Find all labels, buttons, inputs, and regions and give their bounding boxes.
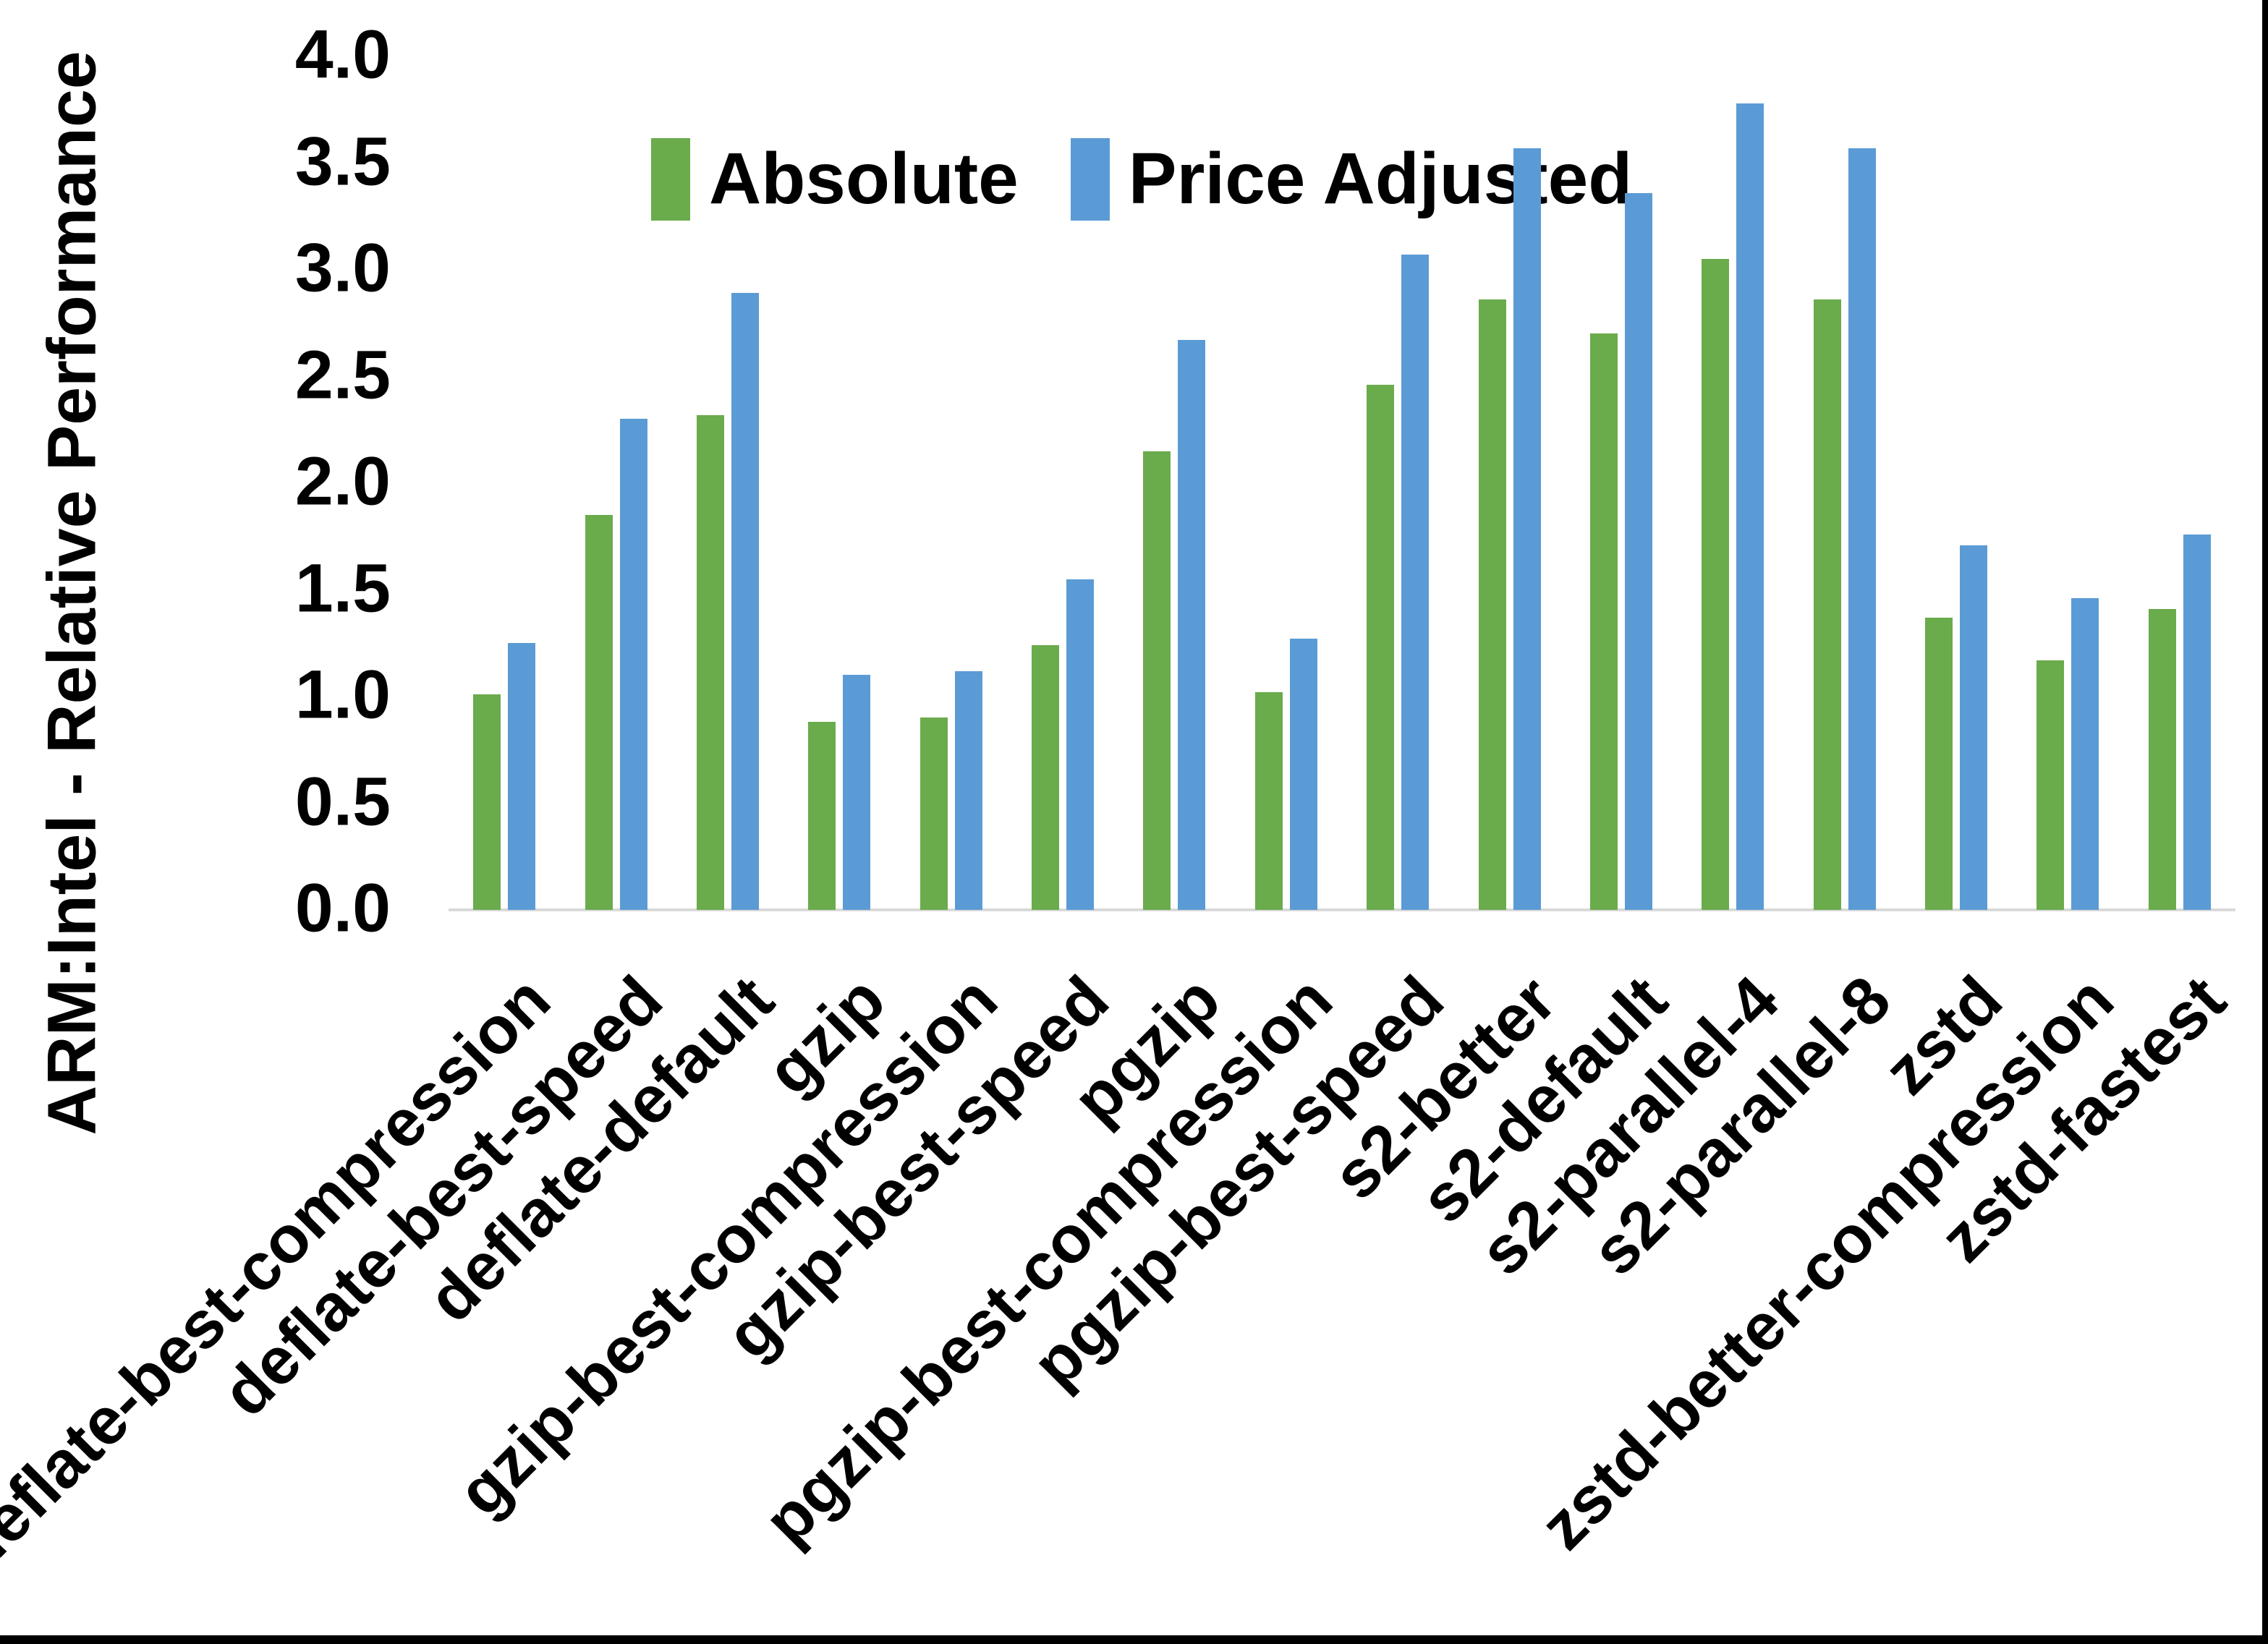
bar-group-pgzip xyxy=(1118,56,1230,910)
bar-price-adjusted-s2-default xyxy=(1624,193,1652,910)
y-tick-label-1.0: 1.0 xyxy=(294,656,391,733)
y-tick-label-0.5: 0.5 xyxy=(294,762,391,840)
bar-absolute-s2-default xyxy=(1589,333,1618,910)
bar-absolute-gzip-best-speed xyxy=(1032,645,1060,910)
bar-absolute-gzip-best-compression xyxy=(919,717,948,910)
bar-absolute-deflate-default xyxy=(696,415,724,910)
bar-group-zstd xyxy=(1900,56,2012,910)
bar-price-adjusted-s2-parallel-4 xyxy=(1736,103,1764,910)
bar-group-pgzip-best-speed xyxy=(1342,56,1453,910)
bar-group-s2-better xyxy=(1453,56,1565,910)
bar-absolute-zstd-better-compression xyxy=(2036,660,2065,910)
bar-group-pgzip-best-compression xyxy=(1231,56,1342,910)
bar-group-s2-default xyxy=(1566,56,1677,910)
bar-price-adjusted-pgzip-best-compression xyxy=(1289,639,1317,910)
bar-groups xyxy=(449,56,2235,910)
bar-absolute-zstd-fastest xyxy=(2148,609,2176,910)
bar-price-adjusted-deflate-best-compression xyxy=(508,643,536,910)
y-tick-label-3.0: 3.0 xyxy=(294,229,391,307)
bar-absolute-pgzip-best-speed xyxy=(1367,385,1395,910)
y-tick-label-2.0: 2.0 xyxy=(294,443,391,520)
bar-group-deflate-default xyxy=(672,56,783,910)
legend-label: Price Adjusted xyxy=(1128,138,1633,219)
y-tick-label-0.0: 0.0 xyxy=(294,869,391,947)
legend-swatch xyxy=(1070,137,1110,221)
bar-group-deflate-best-speed xyxy=(560,56,671,910)
bar-absolute-pgzip-best-compression xyxy=(1254,692,1283,910)
bar-absolute-deflate-best-speed xyxy=(585,515,613,910)
bar-price-adjusted-zstd xyxy=(1960,545,1988,910)
bar-absolute-gzip xyxy=(808,722,836,910)
bar-price-adjusted-pgzip-best-speed xyxy=(1401,255,1430,910)
bar-price-adjusted-zstd-fastest xyxy=(2183,534,2211,910)
bar-absolute-pgzip xyxy=(1143,451,1171,910)
x-axis-line xyxy=(449,908,2235,911)
bar-absolute-s2-parallel-8 xyxy=(1813,299,1841,910)
bar-group-s2-parallel-8 xyxy=(1789,56,1900,910)
y-tick-label-2.5: 2.5 xyxy=(294,336,391,413)
y-tick-label-3.5: 3.5 xyxy=(294,122,391,200)
legend: Absolute Price Adjusted xyxy=(651,137,1632,221)
legend-swatch xyxy=(651,137,690,221)
bar-group-gzip-best-compression xyxy=(896,56,1007,910)
y-tick-label-1.5: 1.5 xyxy=(294,549,391,626)
legend-item-price-adjusted: Price Adjusted xyxy=(1070,137,1633,221)
bar-group-zstd-better-compression xyxy=(2012,56,2123,910)
legend-item-absolute: Absolute xyxy=(651,137,1019,221)
bar-price-adjusted-gzip-best-compression xyxy=(954,671,982,910)
bar-price-adjusted-gzip xyxy=(843,675,871,910)
bar-price-adjusted-s2-better xyxy=(1513,148,1541,910)
bar-absolute-zstd xyxy=(1925,618,1953,910)
bar-price-adjusted-deflate-default xyxy=(731,293,759,910)
bar-price-adjusted-pgzip xyxy=(1178,340,1206,910)
y-axis-title: ARM:Intel - Relative Performance xyxy=(33,51,111,1136)
bar-price-adjusted-zstd-better-compression xyxy=(2071,598,2099,910)
bar-group-gzip xyxy=(783,56,895,910)
bar-price-adjusted-gzip-best-speed xyxy=(1066,579,1095,910)
bar-group-s2-parallel-4 xyxy=(1677,56,1788,910)
bar-absolute-deflate-best-compression xyxy=(473,694,501,910)
bar-price-adjusted-deflate-best-speed xyxy=(619,419,647,910)
legend-label: Absolute xyxy=(709,138,1019,219)
bar-absolute-s2-better xyxy=(1478,299,1506,910)
bar-group-zstd-fastest xyxy=(2124,56,2235,910)
bar-absolute-s2-parallel-4 xyxy=(1702,259,1730,910)
bar-group-gzip-best-speed xyxy=(1007,56,1118,910)
y-tick-label-4.0: 4.0 xyxy=(294,16,391,93)
bar-group-deflate-best-compression xyxy=(449,56,560,910)
bar-price-adjusted-s2-parallel-8 xyxy=(1848,148,1876,910)
